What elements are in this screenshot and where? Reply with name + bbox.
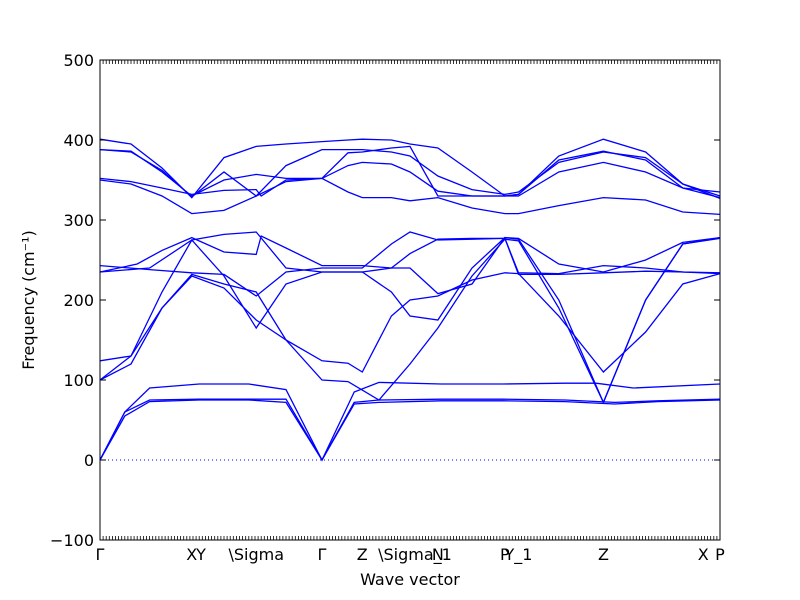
x-tick-label: Z: [357, 545, 368, 564]
y-axis-ticks: −100 0 100 200 300 400 500: [50, 51, 720, 550]
band-line: [99, 235, 721, 295]
band-line: [99, 145, 721, 199]
y-tick-label: 400: [63, 131, 94, 150]
band-line: [99, 399, 721, 462]
x-tick-label: X: [186, 545, 197, 564]
band-line: [99, 148, 721, 198]
x-tick-label: Z: [598, 545, 609, 564]
y-tick-label: −100: [50, 531, 94, 550]
x-tick-label: X: [698, 545, 709, 564]
x-axis-ticks: Γ XY \Sigma Γ Z \Sigma_1N PY_1 Z X P: [96, 60, 725, 565]
y-tick-label: 0: [84, 451, 94, 470]
band-line: [99, 161, 721, 197]
band-line: [99, 231, 721, 276]
y-tick-label: 300: [63, 211, 94, 230]
band-line: [99, 237, 721, 405]
x-tick-label: Y: [195, 545, 206, 564]
x-tick-label: P: [500, 545, 510, 564]
band-lines: [99, 138, 721, 462]
y-tick-label: 500: [63, 51, 94, 70]
x-tick-label: N: [432, 545, 444, 564]
band-line: [99, 231, 721, 297]
band-line: [99, 177, 721, 216]
x-tick-label: Γ: [317, 545, 326, 564]
x-tick-label: \Sigma_1: [378, 545, 452, 565]
band-line: [99, 138, 721, 200]
x-tick-label: P: [715, 545, 725, 564]
band-line: [99, 236, 721, 405]
x-tick-label: Y_1: [504, 545, 533, 565]
y-tick-label: 200: [63, 291, 94, 310]
band-line: [99, 398, 721, 462]
band-line: [99, 272, 721, 373]
y-axis-label: Frequency (cm⁻¹): [19, 230, 38, 369]
x-axis-label: Wave vector: [360, 570, 460, 589]
band-line: [99, 381, 721, 462]
x-tick-label: Γ: [96, 545, 105, 564]
y-tick-label: 100: [63, 371, 94, 390]
x-tick-label: \Sigma: [228, 545, 284, 564]
